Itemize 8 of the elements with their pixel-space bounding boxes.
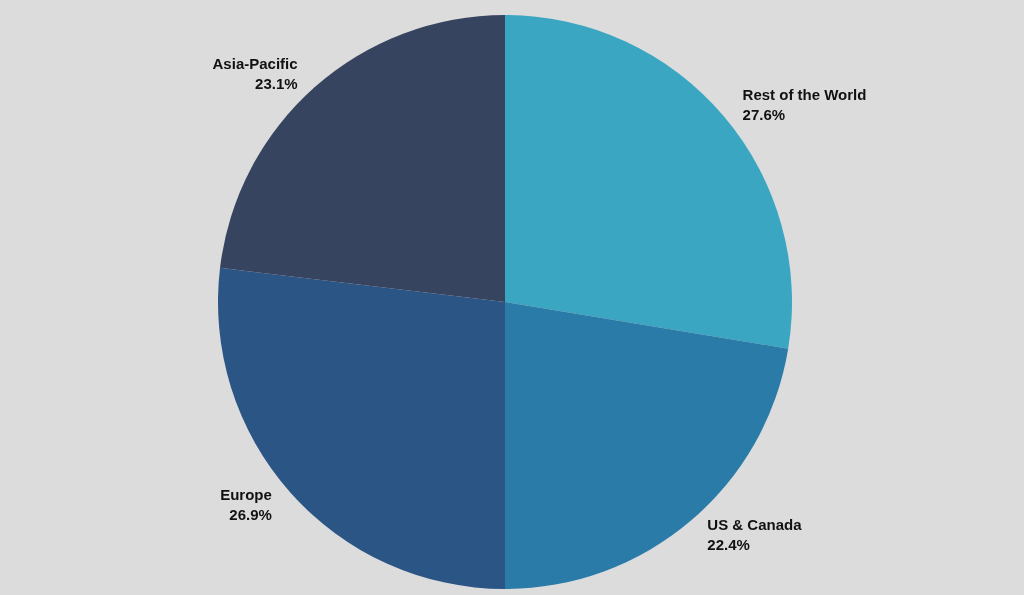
slice-label: US & Canada (707, 516, 803, 534)
slice-label: Asia-Pacific (212, 55, 298, 73)
data-label: 26.9% (229, 505, 272, 523)
data-label: 23.1% (255, 75, 298, 93)
slice-label: Rest of the World (742, 86, 867, 104)
data-label: 22.4% (707, 536, 750, 554)
data-label: 27.6% (742, 106, 786, 124)
slice-label: Europe (220, 485, 272, 503)
